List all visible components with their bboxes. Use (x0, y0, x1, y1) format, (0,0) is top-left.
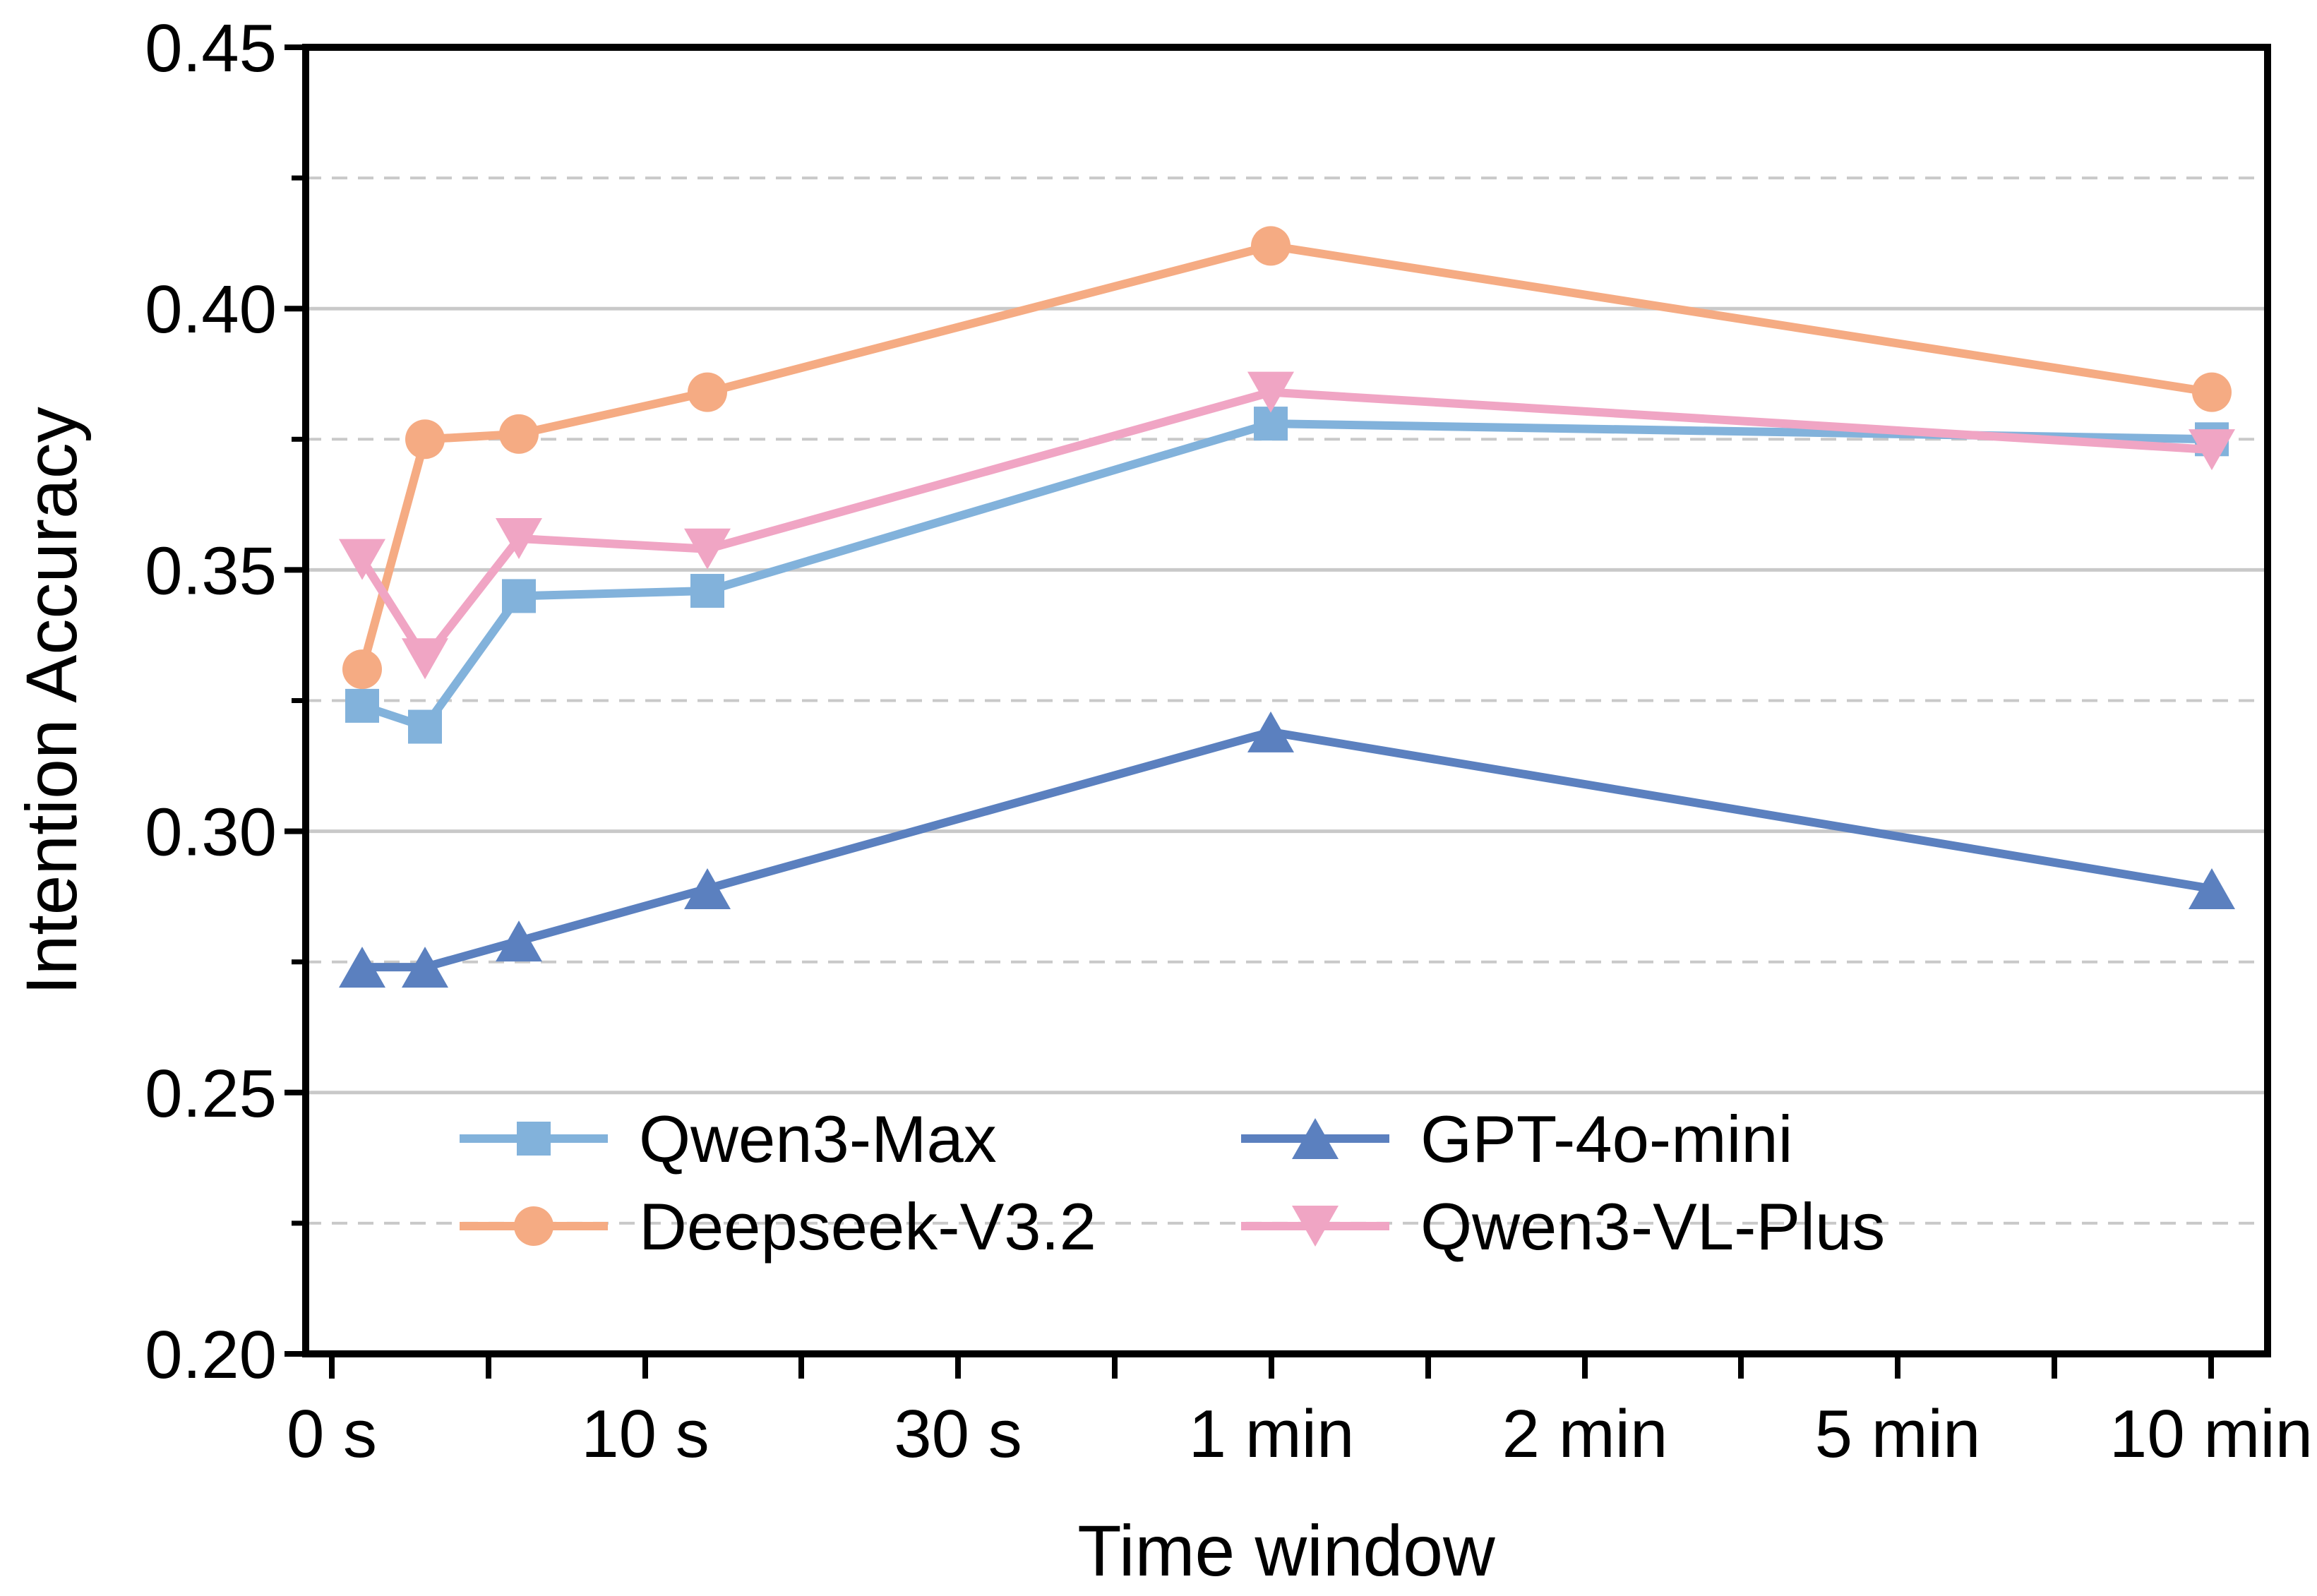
series-line (358, 241, 2216, 674)
legend-label: Deepseek-V3.2 (639, 1189, 1096, 1264)
triangle-down-marker (1292, 1206, 1339, 1247)
data-series (339, 226, 2235, 988)
square-marker (517, 1122, 551, 1156)
series-Deepseek-V3.2 (342, 226, 2232, 690)
x-tick-label: 30 s (894, 1396, 1022, 1472)
triangle-down-marker (496, 517, 542, 559)
legend-entry-Deepseek-V3.2: Deepseek-V3.2 (460, 1189, 1096, 1264)
triangle-down-marker (684, 528, 731, 570)
legend: Qwen3-Max Deepseek-V3.2 GPT-4o-mini Qwen3-V… (460, 1102, 1885, 1264)
y-axis-title: Intention Accuracy (11, 407, 92, 995)
circle-marker (342, 649, 382, 690)
circle-marker (688, 372, 727, 412)
circle-marker (1251, 226, 1291, 266)
circle-marker (499, 414, 539, 454)
series-line (358, 727, 2216, 972)
series-GPT-4o-mini (339, 711, 2235, 988)
x-tick-label: 10 min (2109, 1396, 2313, 1472)
y-tick-label: 0.30 (145, 795, 277, 870)
square-marker (345, 688, 379, 723)
series-line (358, 419, 2216, 731)
gridlines (306, 176, 2268, 1225)
y-tick-label: 0.40 (145, 272, 277, 347)
legend-label: Qwen3-VL-Plus (1420, 1189, 1885, 1264)
triangle-up-marker (1292, 1118, 1339, 1159)
series-Qwen3-VL-Plus (339, 371, 2235, 680)
series-Qwen3-Max (345, 407, 2229, 744)
axes-spines (302, 44, 2271, 1357)
tick-labels: 0.45 0.40 0.35 0.30 0.25 0.200 s 10 s 30 s 1 min… (145, 11, 2313, 1472)
x-tick-label: 2 min (1502, 1396, 1668, 1472)
triangle-up-marker (496, 920, 542, 962)
square-marker (502, 579, 536, 613)
legend-entry-Qwen3-Max: Qwen3-Max (460, 1102, 997, 1176)
triangle-up-marker (684, 868, 731, 910)
circle-marker (2192, 372, 2232, 412)
legend-label: Qwen3-Max (639, 1102, 997, 1176)
y-tick-label: 0.25 (145, 1056, 277, 1132)
legend-label: GPT-4o-mini (1420, 1102, 1793, 1176)
triangle-up-marker (339, 947, 385, 988)
x-tick-label: 10 s (581, 1396, 709, 1472)
x-tick-label: 0 s (287, 1396, 377, 1472)
triangle-down-marker (1247, 371, 1294, 413)
plot-border (302, 44, 2271, 1357)
legend-entry-GPT-4o-mini: GPT-4o-mini (1241, 1102, 1793, 1176)
y-tick-label: 0.20 (145, 1317, 277, 1393)
x-tick-label: 5 min (1815, 1396, 1981, 1472)
x-axis-title: Time window (1077, 1511, 1495, 1591)
square-marker (408, 709, 442, 744)
legend-entry-Qwen3-VL-Plus: Qwen3-VL-Plus (1241, 1189, 1885, 1264)
y-tick-label: 0.35 (145, 533, 277, 608)
triangle-down-marker (339, 539, 385, 580)
triangle-down-marker (402, 638, 448, 680)
circle-marker (405, 419, 445, 460)
triangle-up-marker (402, 947, 448, 988)
triangle-up-marker (2189, 868, 2235, 910)
axis-ticks (285, 44, 2214, 1379)
square-marker (690, 574, 724, 608)
x-tick-label: 1 min (1189, 1396, 1355, 1472)
circle-marker (514, 1206, 553, 1246)
y-tick-label: 0.45 (145, 11, 277, 86)
triangle-up-marker (1247, 711, 1294, 752)
triangle-down-marker (2189, 429, 2235, 471)
